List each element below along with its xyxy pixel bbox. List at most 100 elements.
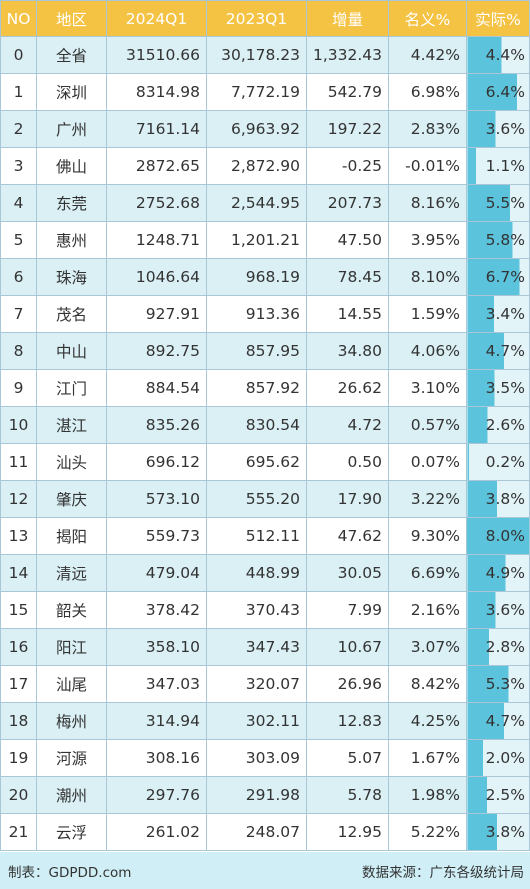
cell-region: 阳江 <box>36 628 107 666</box>
cell-2023q1: 830.54 <box>206 406 307 444</box>
cell-region: 中山 <box>36 332 107 370</box>
cell-real: 2.5% <box>466 776 530 814</box>
cell-2024q1: 2872.65 <box>106 147 207 185</box>
cell-2024q1: 358.10 <box>106 628 207 666</box>
cell-region: 佛山 <box>36 147 107 185</box>
cell-real: 3.4% <box>466 295 530 333</box>
cell-2024q1: 927.91 <box>106 295 207 333</box>
table-row: 9 江门 884.54 857.92 26.62 3.10% 3.5% <box>0 369 530 407</box>
gdp-table: NO 地区 2024Q1 2023Q1 增量 名义% 实际% 0 全省 31510.… <box>0 0 530 851</box>
cell-region: 肇庆 <box>36 480 107 518</box>
cell-2023q1: 302.11 <box>206 702 307 740</box>
cell-2024q1: 31510.66 <box>106 36 207 74</box>
cell-real: 5.8% <box>466 221 530 259</box>
table-row: 5 惠州 1248.71 1,201.21 47.50 3.95% 5.8% <box>0 221 530 259</box>
cell-nominal: 5.22% <box>388 813 467 851</box>
cell-2024q1: 892.75 <box>106 332 207 370</box>
cell-real: 6.4% <box>466 73 530 111</box>
cell-nominal: 6.69% <box>388 554 467 592</box>
cell-nominal: 3.95% <box>388 221 467 259</box>
table-row: 4 东莞 2752.68 2,544.95 207.73 8.16% 5.5% <box>0 184 530 222</box>
cell-no: 2 <box>0 110 37 148</box>
footer-source: 数据来源：广东各级统计局 <box>362 865 524 881</box>
header-row: NO 地区 2024Q1 2023Q1 增量 名义% 实际% <box>0 0 530 37</box>
header-2024q1: 2024Q1 <box>106 0 207 37</box>
cell-delta: 17.90 <box>306 480 389 518</box>
cell-region: 河源 <box>36 739 107 777</box>
cell-region: 清远 <box>36 554 107 592</box>
header-2023q1: 2023Q1 <box>206 0 307 37</box>
cell-no: 7 <box>0 295 37 333</box>
cell-real: 2.0% <box>466 739 530 777</box>
cell-delta: 5.07 <box>306 739 389 777</box>
cell-nominal: 0.57% <box>388 406 467 444</box>
cell-real: 1.1% <box>466 147 530 185</box>
cell-2023q1: 2,872.90 <box>206 147 307 185</box>
table-row: 20 潮州 297.76 291.98 5.78 1.98% 2.5% <box>0 776 530 814</box>
cell-no: 1 <box>0 73 37 111</box>
cell-nominal: 9.30% <box>388 517 467 555</box>
cell-no: 13 <box>0 517 37 555</box>
cell-no: 3 <box>0 147 37 185</box>
cell-real: 0.2% <box>466 443 530 481</box>
table-body: 0 全省 31510.66 30,178.23 1,332.43 4.42% 4.4% 1 深圳… <box>0 36 530 851</box>
table-row: 11 汕头 696.12 695.62 0.50 0.07% 0.2% <box>0 443 530 481</box>
cell-2024q1: 835.26 <box>106 406 207 444</box>
cell-region: 韶关 <box>36 591 107 629</box>
cell-real: 4.4% <box>466 36 530 74</box>
cell-2024q1: 261.02 <box>106 813 207 851</box>
cell-2024q1: 479.04 <box>106 554 207 592</box>
cell-region: 珠海 <box>36 258 107 296</box>
table-row: 13 揭阳 559.73 512.11 47.62 9.30% 8.0% <box>0 517 530 555</box>
cell-2023q1: 370.43 <box>206 591 307 629</box>
cell-no: 4 <box>0 184 37 222</box>
cell-nominal: 0.07% <box>388 443 467 481</box>
cell-real: 3.5% <box>466 369 530 407</box>
cell-delta: 7.99 <box>306 591 389 629</box>
cell-nominal: 8.10% <box>388 258 467 296</box>
cell-2024q1: 573.10 <box>106 480 207 518</box>
cell-no: 15 <box>0 591 37 629</box>
table-row: 2 广州 7161.14 6,963.92 197.22 2.83% 3.6% <box>0 110 530 148</box>
cell-2023q1: 1,201.21 <box>206 221 307 259</box>
cell-region: 汕头 <box>36 443 107 481</box>
table-row: 21 云浮 261.02 248.07 12.95 5.22% 3.8% <box>0 813 530 851</box>
cell-nominal: 6.98% <box>388 73 467 111</box>
cell-real: 6.7% <box>466 258 530 296</box>
cell-real: 5.3% <box>466 665 530 703</box>
table-row: 16 阳江 358.10 347.43 10.67 3.07% 2.8% <box>0 628 530 666</box>
cell-region: 广州 <box>36 110 107 148</box>
cell-2023q1: 448.99 <box>206 554 307 592</box>
cell-2024q1: 297.76 <box>106 776 207 814</box>
cell-delta: 30.05 <box>306 554 389 592</box>
cell-2024q1: 8314.98 <box>106 73 207 111</box>
cell-delta: 542.79 <box>306 73 389 111</box>
cell-real: 3.8% <box>466 480 530 518</box>
cell-nominal: 4.42% <box>388 36 467 74</box>
cell-no: 0 <box>0 36 37 74</box>
cell-real: 8.0% <box>466 517 530 555</box>
cell-region: 湛江 <box>36 406 107 444</box>
cell-2024q1: 308.16 <box>106 739 207 777</box>
cell-nominal: 3.10% <box>388 369 467 407</box>
table-row: 18 梅州 314.94 302.11 12.83 4.25% 4.7% <box>0 702 530 740</box>
cell-region: 东莞 <box>36 184 107 222</box>
cell-nominal: 1.67% <box>388 739 467 777</box>
cell-2024q1: 696.12 <box>106 443 207 481</box>
cell-delta: 47.50 <box>306 221 389 259</box>
table-row: 10 湛江 835.26 830.54 4.72 0.57% 2.6% <box>0 406 530 444</box>
cell-nominal: 2.16% <box>388 591 467 629</box>
cell-2023q1: 291.98 <box>206 776 307 814</box>
cell-region: 梅州 <box>36 702 107 740</box>
cell-nominal: 1.98% <box>388 776 467 814</box>
cell-2023q1: 857.95 <box>206 332 307 370</box>
cell-no: 10 <box>0 406 37 444</box>
cell-no: 16 <box>0 628 37 666</box>
footer-credit: 制表：GDPDD.com <box>8 865 132 881</box>
header-delta: 增量 <box>306 0 389 37</box>
cell-real: 3.6% <box>466 591 530 629</box>
cell-2024q1: 378.42 <box>106 591 207 629</box>
cell-region: 惠州 <box>36 221 107 259</box>
table-row: 12 肇庆 573.10 555.20 17.90 3.22% 3.8% <box>0 480 530 518</box>
table-row: 0 全省 31510.66 30,178.23 1,332.43 4.42% 4.4% <box>0 36 530 74</box>
